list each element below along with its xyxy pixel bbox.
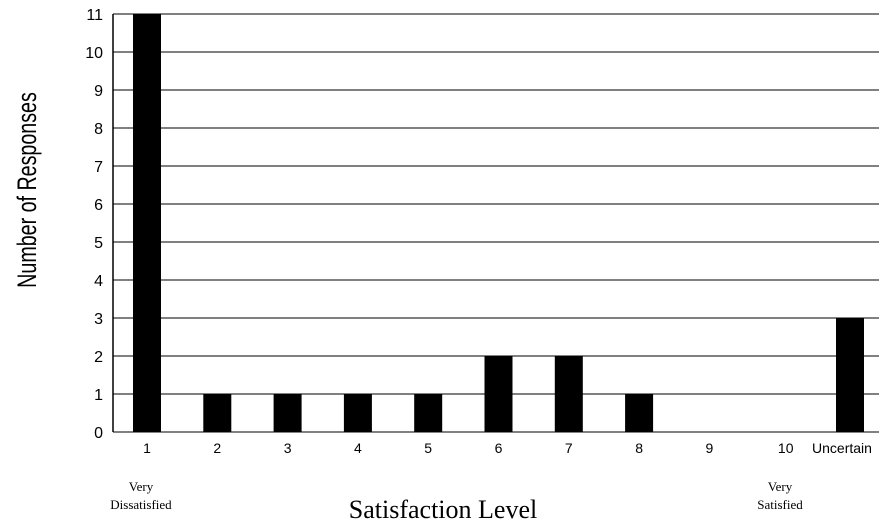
y-tick-label: 9 — [94, 83, 103, 100]
y-tick-label: 10 — [85, 45, 103, 62]
y-axis-title: Number of Responses — [12, 92, 41, 288]
y-tick-label: 0 — [94, 425, 103, 442]
x-tick-label: 9 — [706, 440, 714, 456]
bar-uncertain — [836, 318, 864, 432]
annotation-very-satisfied-line2: Satisfied — [757, 497, 803, 512]
x-tick-label: 3 — [284, 440, 292, 456]
x-tick-label: 8 — [635, 440, 643, 456]
x-tick-label: 4 — [354, 440, 362, 456]
y-tick-label: 1 — [94, 387, 103, 404]
x-tick-label: Uncertain — [812, 440, 872, 456]
x-tick-label: 1 — [143, 440, 151, 456]
y-tick-label: 3 — [94, 311, 103, 328]
bar-2 — [203, 394, 232, 432]
y-tick-label: 11 — [86, 7, 103, 24]
bar-5 — [414, 394, 443, 432]
x-tick-labels: 1 2 3 4 5 6 7 8 9 10 Uncertain — [143, 440, 872, 456]
x-axis-title: Satisfaction Level — [349, 495, 537, 524]
bar-1 — [133, 14, 161, 432]
bar-4 — [343, 394, 372, 432]
y-tick-label: 7 — [94, 159, 103, 176]
y-tick-label: 6 — [94, 197, 103, 214]
y-tick-labels: 0 1 2 3 4 5 6 7 8 9 10 11 — [85, 7, 103, 442]
y-tick-label: 8 — [94, 121, 103, 138]
bar-6 — [484, 356, 513, 432]
gridlines — [113, 13, 879, 433]
x-tick-label: 2 — [213, 440, 221, 456]
annotation-very-satisfied-line1: Very — [768, 479, 793, 494]
x-tick-label: 10 — [778, 440, 794, 456]
bar-7 — [554, 356, 583, 432]
y-tick-label: 4 — [94, 273, 103, 290]
bar-8 — [625, 394, 654, 432]
bar-3 — [273, 394, 302, 432]
y-tick-label: 2 — [94, 349, 103, 366]
y-tick-label: 5 — [94, 235, 103, 252]
x-tick-label: 6 — [495, 440, 503, 456]
x-tick-label: 7 — [565, 440, 573, 456]
x-tick-label: 5 — [424, 440, 432, 456]
annotation-very-dissatisfied-line1: Very — [129, 479, 154, 494]
bars — [133, 14, 864, 432]
annotation-very-dissatisfied-line2: Dissatisfied — [110, 497, 172, 512]
